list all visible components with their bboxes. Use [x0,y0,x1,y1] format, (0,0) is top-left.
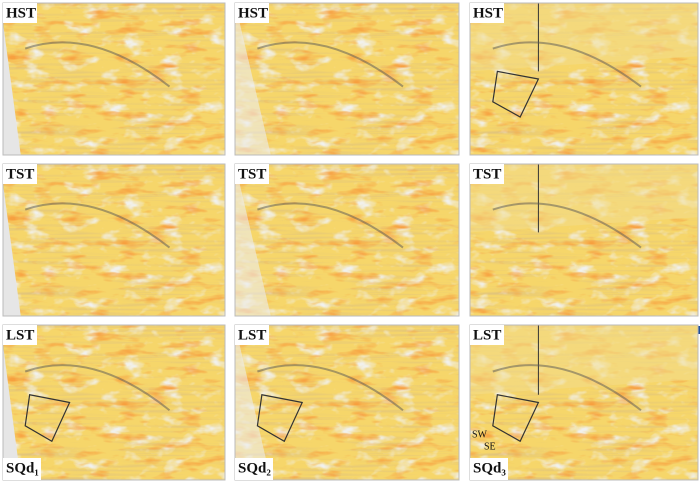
texture [3,3,225,155]
label-box [470,325,504,345]
frame [469,163,699,317]
panel-image [3,3,225,155]
horizon [257,202,404,249]
panel-label: LST [6,327,34,343]
annotation: SW [472,429,488,440]
texture [235,325,459,480]
texture [3,164,225,316]
panel: TST [469,163,699,317]
annotation: SE [484,441,496,452]
label-box [3,164,37,184]
panel: TST [234,163,460,317]
panel-image [470,3,698,155]
block-top [470,3,698,72]
caption-box [470,458,508,480]
outline [256,394,304,443]
panel-label: HST [238,5,268,21]
label-box [3,3,37,23]
panel-image [235,164,459,316]
panel: HST [2,2,226,156]
frame [2,2,226,156]
panel-label: TST [6,166,34,182]
panel: TST [2,163,226,317]
block-top [470,325,698,395]
label-box [235,164,269,184]
panel: HST [469,2,699,156]
frame [469,324,699,481]
outline [492,70,540,118]
side-wall [3,345,21,480]
panel-label: TST [238,166,266,182]
texture [3,325,225,480]
horizon [24,364,171,412]
panel-image [235,325,459,480]
panel-caption: SQd₃ [473,460,506,476]
panel-label: TST [473,166,501,182]
panel-image [470,164,698,316]
horizon [24,41,171,88]
frame [234,2,460,156]
frame [2,163,226,317]
horizon [492,364,642,412]
horizon [492,202,642,249]
texture [235,3,459,155]
frame [469,2,699,156]
panel: LST SQd₁ [2,324,226,481]
panel-image [3,164,225,316]
panel-label: LST [473,327,501,343]
label-box [3,325,37,345]
caption-box [3,458,41,480]
label-box [235,3,269,23]
panel: LST SQd₂ [234,324,460,481]
frame [2,324,226,481]
panel-image [235,3,459,155]
panel-caption: SQd₂ [238,460,271,476]
panel-label: HST [473,5,503,21]
panel-label: HST [6,5,36,21]
panel: HST [234,2,460,156]
panel-label: LST [238,327,266,343]
horizon [257,41,404,88]
label-box [235,325,269,345]
side-wall [3,184,21,316]
outline [24,394,71,443]
panel-caption: SQd₁ [6,460,39,476]
horizon [492,41,642,88]
horizon [257,364,404,412]
frame [234,324,460,481]
caption-box [235,458,273,480]
panel-image [470,325,698,480]
texture [235,164,459,316]
block-top [470,164,698,233]
outline [492,394,540,443]
label-box [470,164,504,184]
frame [234,163,460,317]
side-wall [3,23,21,155]
panel-image [3,325,225,480]
horizon [24,202,171,249]
label-box [470,3,504,23]
